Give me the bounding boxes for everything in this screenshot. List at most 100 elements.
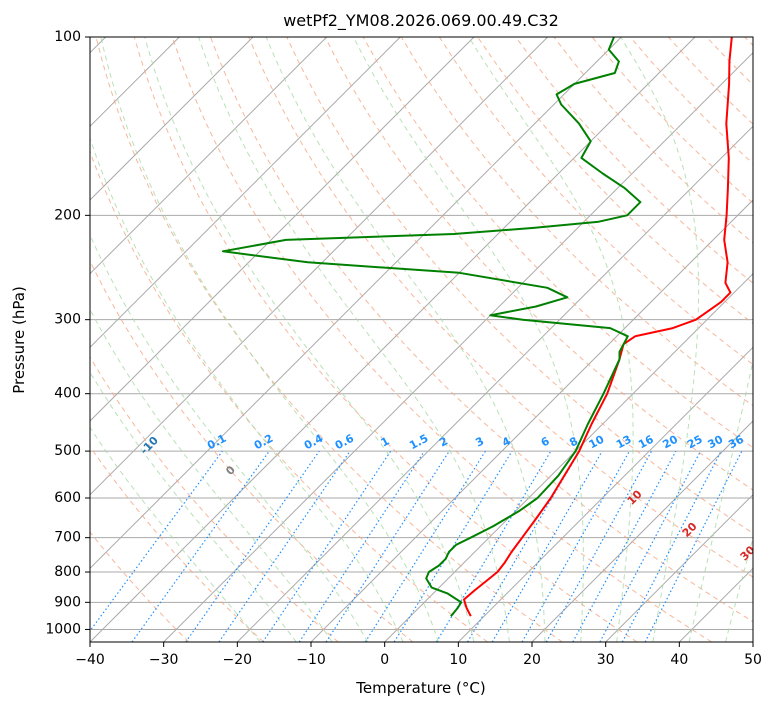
- mixing-ratio-label: 3: [473, 434, 486, 449]
- x-tick-label: 0: [380, 652, 389, 668]
- moist-adiabat: [688, 358, 753, 642]
- isotherm: [90, 37, 401, 349]
- isotherm: [752, 641, 753, 642]
- y-tick-label: 500: [54, 443, 81, 459]
- dry-adiabat: [438, 37, 753, 366]
- dry-adiabat: [90, 445, 264, 642]
- isotherm: [236, 125, 753, 642]
- mixing-ratio-label: 30: [706, 433, 726, 452]
- mixing-ratio-label: 1.5: [407, 432, 430, 453]
- dewpoint-line: [221, 37, 642, 617]
- y-tick-label: 300: [54, 312, 81, 328]
- isotherm: [605, 493, 753, 642]
- mixing-ratio-line: [521, 450, 631, 642]
- dry-adiabat: [286, 37, 753, 534]
- mixing-ratio-line: [218, 450, 351, 642]
- x-tick-label: −40: [75, 652, 105, 668]
- x-tick-label: 40: [670, 652, 688, 668]
- isotherm: [90, 37, 475, 422]
- mixing-ratio-label: 36: [726, 433, 746, 452]
- dry-adiabat: [90, 259, 414, 642]
- mixing-ratio-line: [325, 450, 450, 642]
- x-tick-label: 10: [449, 652, 467, 668]
- isotherm: [457, 346, 753, 642]
- mixing-ratio-label: 2: [437, 434, 450, 449]
- x-tick-label: 20: [523, 652, 541, 668]
- moist-adiabat: [620, 37, 700, 642]
- moist-adiabat-label: 30: [738, 543, 758, 563]
- moist-adiabat: [198, 37, 510, 642]
- moist-adiabat: [725, 536, 753, 642]
- mixing-ratio-label: 25: [685, 433, 705, 452]
- x-tick-label: −30: [149, 652, 179, 668]
- dry-adiabat-label: -30: [0, 365, 2, 388]
- moist-adiabat: [90, 136, 404, 642]
- isotherm: [90, 37, 254, 201]
- mixing-ratio-label: 10: [587, 433, 607, 452]
- moist-adiabat: [90, 308, 333, 642]
- y-tick-label: 700: [54, 530, 81, 546]
- x-tick-label: −20: [223, 652, 253, 668]
- profile-series: [221, 37, 733, 617]
- dry-adiabat: [90, 531, 190, 642]
- y-tick-label: 100: [54, 29, 81, 45]
- moist-adiabat-label: 20: [680, 520, 700, 540]
- mixing-ratio-line: [491, 450, 603, 642]
- dry-adiabat: [248, 37, 753, 578]
- line-labels: 0.10.20.40.611.52346810131620253036-100-…: [0, 365, 758, 564]
- mixing-ratio-label: 16: [636, 433, 656, 452]
- mixing-ratio-line: [298, 450, 425, 642]
- moist-adiabat-label: 10: [625, 487, 645, 507]
- plot-frame: [89, 36, 754, 643]
- mixing-ratio-line: [262, 450, 392, 642]
- mixing-ratio-label: 13: [614, 433, 634, 452]
- mixing-ratio-label: 0.6: [333, 432, 357, 453]
- mixing-ratio-line: [644, 450, 743, 642]
- y-tick-label: 1000: [45, 621, 81, 637]
- y-axis-label: Pressure (hPa): [10, 286, 28, 394]
- y-tick-label: 400: [54, 386, 81, 402]
- chart-title: wetPf2_YM08.2026.069.00.49.C32: [283, 11, 559, 31]
- mixing-ratio-label: 6: [539, 434, 552, 449]
- dry-adiabat: [90, 356, 339, 642]
- y-tick-label: 900: [54, 594, 81, 610]
- y-axis: 1000 900 800 700 600 500 400 300 200 100: [45, 29, 90, 637]
- mixing-ratio-line: [572, 450, 677, 642]
- moist-adiabat: [100, 37, 439, 642]
- isotherm: [531, 420, 753, 642]
- moist-adiabat: [90, 371, 297, 642]
- dry-adiabat: [400, 37, 753, 407]
- moist-adiabat: [90, 233, 369, 642]
- x-axis: −40 −30 −20 −10 0 10 20 30 40 50: [75, 642, 762, 668]
- dry-adiabat-label: -20: [56, 400, 79, 423]
- dry-adiabat-label: -10: [138, 434, 161, 457]
- dry-adiabat: [90, 150, 488, 642]
- y-tick-label: 600: [54, 490, 81, 506]
- moist-adiabat: [468, 37, 634, 642]
- isotherm: [90, 37, 696, 642]
- y-tick-label: 200: [54, 207, 81, 223]
- isotherm: [90, 37, 549, 496]
- isotherm: [90, 37, 328, 275]
- mixing-ratio-label: 1: [379, 434, 392, 449]
- y-tick-label: 800: [54, 564, 81, 580]
- mixing-ratio-line: [599, 450, 702, 642]
- mixing-ratio-label: 0.4: [302, 432, 326, 453]
- dry-adiabat: [515, 37, 753, 284]
- dry-adiabat: [668, 37, 753, 125]
- mixing-ratio-line: [90, 450, 223, 632]
- x-tick-label: 50: [744, 652, 762, 668]
- isotherm: [90, 37, 622, 570]
- moist-adiabat: [90, 426, 261, 642]
- mixing-ratio-line: [364, 450, 486, 642]
- moist-adiabat: [144, 37, 475, 642]
- isotherm: [384, 272, 753, 642]
- x-axis-label: Temperature (°C): [355, 679, 485, 697]
- moist-adiabat: [353, 37, 584, 642]
- dry-adiabat: [171, 37, 712, 642]
- dry-adiabat: [210, 37, 753, 623]
- dry-adiabat: [133, 37, 638, 642]
- isotherm: [163, 51, 753, 642]
- dry-adiabat: [95, 37, 563, 642]
